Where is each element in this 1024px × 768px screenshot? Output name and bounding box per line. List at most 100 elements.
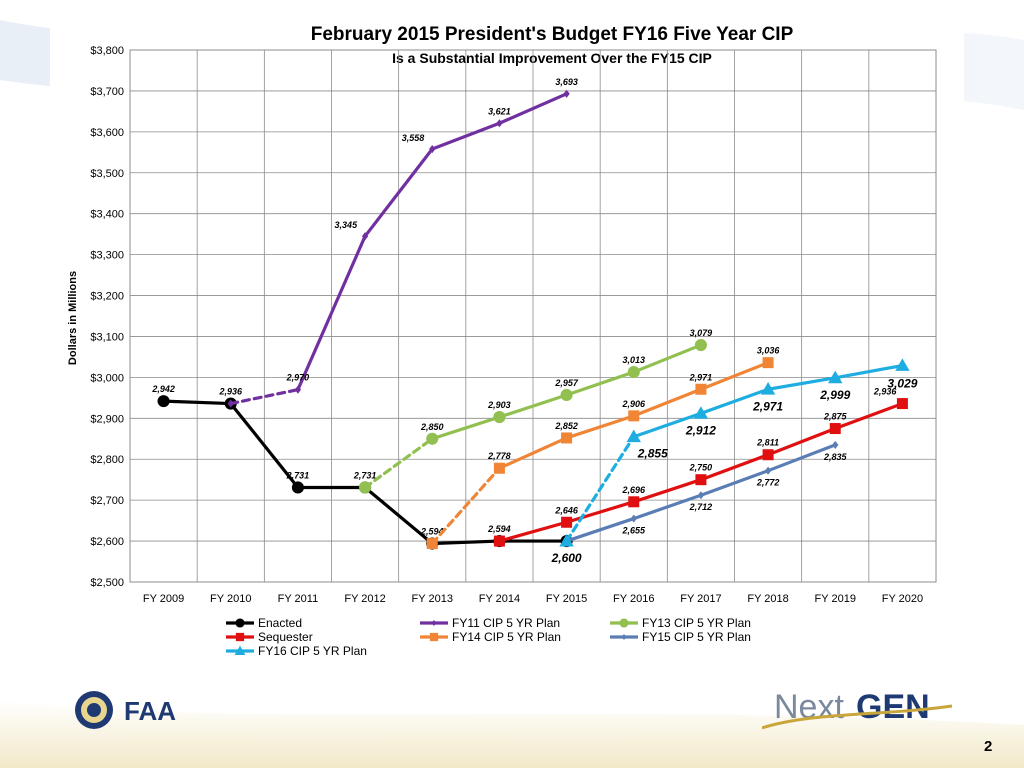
nextgen-text-a: Next [774, 688, 844, 726]
data-label: 3,079 [690, 328, 713, 338]
series-segment [564, 370, 636, 397]
series-segment [766, 426, 837, 457]
data-label: 2,850 [420, 422, 444, 432]
data-label: 2,594 [487, 524, 511, 534]
data-point [828, 370, 843, 384]
data-label: 2,594 [420, 527, 444, 537]
data-label: 2,999 [819, 388, 850, 402]
y-tick-label: $3,200 [90, 291, 124, 303]
y-tick-label: $3,700 [90, 86, 124, 98]
series-segment [296, 234, 367, 392]
nextgen-logo: Next GEN [761, 682, 962, 739]
data-point [760, 382, 776, 395]
y-tick-label: $3,000 [90, 372, 124, 384]
data-label: 3,621 [488, 106, 511, 116]
data-point [694, 339, 707, 352]
series-segment [497, 520, 569, 543]
legend-marker [235, 618, 245, 628]
y-tick-label: $3,300 [90, 250, 124, 262]
x-tick-label: FY 2019 [815, 593, 856, 605]
data-label: 2,912 [685, 423, 716, 437]
y-tick-label: $3,100 [90, 331, 124, 343]
data-point [426, 538, 438, 550]
data-point [832, 440, 839, 449]
legend-item-fy11-cip-5-yr-plan: FY11 CIP 5 YR Plan [420, 616, 560, 630]
legend-marker [619, 618, 629, 628]
data-point [561, 516, 573, 528]
faa-logo: FAA [72, 688, 202, 737]
data-label: 2,936 [873, 387, 898, 397]
data-label: 2,971 [689, 372, 713, 382]
data-point [630, 514, 637, 523]
series-segment [497, 436, 569, 470]
data-point [291, 481, 304, 494]
series-segment [497, 92, 569, 125]
series-fy14-cip-5-yr-plan: 2,778 2,852 2,906 2,971 3,036 [426, 346, 780, 550]
series-segment [766, 376, 837, 391]
data-point [493, 535, 505, 547]
legend-marker [234, 645, 246, 656]
data-point [493, 411, 506, 424]
legend-marker [621, 633, 627, 641]
x-tick-label: FY 2018 [747, 593, 788, 605]
series-segment [632, 387, 703, 418]
series-segment [363, 437, 434, 490]
y-tick-label: $2,800 [90, 454, 124, 466]
data-point [628, 410, 640, 422]
series-segment [699, 361, 770, 391]
data-point [762, 357, 774, 369]
page-number: 2 [984, 738, 993, 755]
chart-subtitle: Is a Substantial Improvement Over the FY… [392, 50, 712, 66]
series-segment [632, 493, 703, 521]
series-segment [430, 466, 502, 546]
series-fy15-cip-5-yr-plan: 2,655 2,712 2,772 2,835 [563, 440, 848, 546]
data-point [628, 496, 640, 508]
series-segment [699, 469, 770, 497]
series-segment [363, 147, 434, 238]
legend-item-fy14-cip-5-yr-plan: FY14 CIP 5 YR Plan [420, 630, 561, 644]
series-segment [430, 121, 502, 151]
y-tick-label: $2,600 [90, 536, 124, 548]
data-point [626, 429, 641, 443]
series-segment [161, 399, 233, 406]
data-label: 3,345 [335, 220, 359, 230]
data-point [227, 399, 234, 408]
legend: Enacted FY11 CIP 5 YR Plan FY13 CIP 5 YR P… [226, 616, 751, 658]
x-tick-label: FY 2020 [882, 593, 923, 605]
legend-label: FY11 CIP 5 YR Plan [452, 616, 560, 630]
data-point [762, 449, 774, 461]
legend-marker [235, 632, 245, 642]
x-tick-label: FY 2016 [613, 593, 654, 605]
y-tick-label: $3,800 [90, 45, 124, 57]
x-tick-label: FY 2009 [143, 593, 184, 605]
series-segment [632, 478, 703, 504]
data-label: 2,772 [756, 478, 780, 488]
series-segment [497, 393, 569, 419]
legend-item-enacted: Enacted [226, 616, 302, 630]
nextgen-swoosh-icon [761, 704, 953, 730]
data-label: 2,875 [823, 412, 848, 422]
series-segment [564, 516, 636, 543]
data-label: 2,855 [637, 447, 668, 461]
legend-item-fy15-cip-5-yr-plan: FY15 CIP 5 YR Plan [610, 630, 751, 644]
data-point [563, 89, 570, 98]
data-label: 2,646 [554, 505, 579, 515]
x-tick-label: FY 2015 [546, 593, 587, 605]
legend-item-fy16-cip-5-yr-plan: FY16 CIP 5 YR Plan [226, 644, 367, 658]
data-point [896, 398, 908, 410]
data-label: 2,811 [756, 438, 779, 448]
series-segment [229, 388, 300, 406]
series-fy13-cip-5-yr-plan: 2,850 2,903 2,957 3,013 3,079 [359, 328, 713, 494]
series-segment [430, 539, 502, 546]
series-segment [564, 414, 636, 440]
data-point [294, 385, 302, 394]
series-fy16-cip-5-yr-plan: 2,600 2,855 2,912 2,971 2,999 3,029 [551, 358, 918, 565]
chart-title: February 2015 President's Budget FY16 Fi… [311, 24, 794, 45]
legend-marker [431, 619, 437, 627]
series-segment [564, 435, 636, 543]
data-label: 3,029 [887, 377, 917, 391]
series-segment [766, 443, 837, 473]
legend-label: Sequester [258, 630, 313, 644]
